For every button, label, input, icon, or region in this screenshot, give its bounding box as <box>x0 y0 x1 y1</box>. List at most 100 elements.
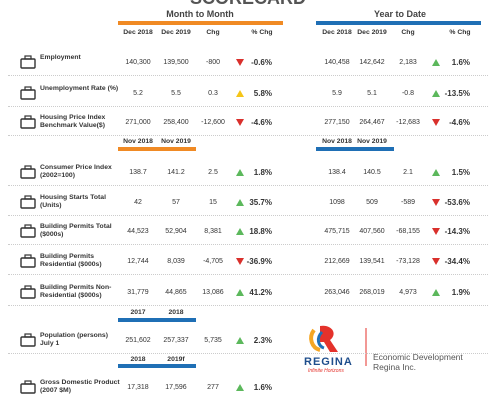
cell: 139,541 <box>359 258 385 265</box>
arrow-shape <box>236 59 244 66</box>
cell: 1.6% <box>253 383 272 392</box>
row-separator <box>8 274 488 275</box>
cell: 142,642 <box>359 59 385 66</box>
icon-shape <box>24 224 32 229</box>
cell: 18.8% <box>249 227 272 236</box>
cell: 5,735 <box>204 337 222 344</box>
row-label: Unemployment Rate (%) <box>40 85 119 92</box>
cell: 268,019 <box>359 289 385 296</box>
cell: 17,318 <box>127 384 149 391</box>
cell: 139,500 <box>163 59 189 66</box>
cell: 141.2 <box>167 169 185 176</box>
row-icon <box>20 55 36 69</box>
cell: 1.9% <box>451 288 470 297</box>
cell: 35.7% <box>249 198 272 207</box>
trend-arrow <box>236 289 244 296</box>
logo-text: REGINA <box>304 356 353 368</box>
logo-org: Economic Development Regina Inc. <box>373 352 463 372</box>
cell: -36.9% <box>246 257 272 266</box>
icon-shape <box>20 58 36 69</box>
cell: 2.5 <box>208 169 218 176</box>
row-label: Building Permits Non-Residential ($000s) <box>40 284 112 299</box>
cell: 42 <box>134 199 142 206</box>
header-bar <box>118 364 196 368</box>
trend-arrow <box>432 289 440 296</box>
trend-arrow <box>236 199 244 206</box>
cell: 138.7 <box>129 169 147 176</box>
header-bar <box>316 21 481 25</box>
arrow-shape <box>236 119 244 126</box>
logo <box>309 325 367 366</box>
cell: 5.1 <box>367 90 377 97</box>
icon-shape <box>24 380 32 385</box>
row-separator <box>8 185 488 186</box>
icon-shape <box>24 333 32 338</box>
arrow-shape <box>236 289 244 296</box>
logo-swoosh <box>309 328 321 352</box>
column-header: Dec 2019 <box>357 29 387 36</box>
logo-swoosh <box>316 330 325 350</box>
cell: 8,381 <box>204 228 222 235</box>
row-label: Building Permits Total ($000s) <box>40 223 112 238</box>
cell: 0.3 <box>208 90 218 97</box>
header-bar <box>118 21 283 25</box>
cell: -68,155 <box>396 228 420 235</box>
column-header: 2019f <box>167 356 185 363</box>
cell: -14.3% <box>444 227 470 236</box>
cell: 1.6% <box>451 58 470 67</box>
header-bar <box>118 318 196 322</box>
cell: 140,300 <box>125 59 151 66</box>
icon-shape <box>20 383 36 394</box>
icon-shape <box>24 285 32 290</box>
icon-shape <box>20 336 36 347</box>
cell: 138.4 <box>328 169 346 176</box>
icon-shape <box>24 254 32 259</box>
icon-shape <box>24 195 32 200</box>
cell: 44,523 <box>127 228 149 235</box>
icon-shape <box>24 86 32 91</box>
arrow-shape <box>432 169 440 176</box>
trend-arrow <box>236 169 244 176</box>
arrow-shape <box>236 228 244 235</box>
column-header: 2017 <box>130 309 146 316</box>
arrow-shape <box>432 199 440 206</box>
icon-shape <box>24 165 32 170</box>
cell: 4,973 <box>399 289 417 296</box>
row-icon <box>20 285 36 299</box>
row-icon <box>20 195 36 209</box>
arrow-shape <box>236 258 244 265</box>
row-separator <box>8 75 488 76</box>
cell: 212,669 <box>324 258 350 265</box>
row-separator <box>8 215 488 216</box>
cell: -4,705 <box>203 258 223 265</box>
trend-arrow <box>236 59 244 66</box>
cell: 475,715 <box>324 228 350 235</box>
cell: 2.3% <box>253 336 272 345</box>
row-separator <box>8 135 488 136</box>
group-title: Year to Date <box>373 9 427 19</box>
cell: 13,086 <box>202 289 224 296</box>
cell: 5.2 <box>133 90 143 97</box>
cell: 1.5% <box>451 168 470 177</box>
cell: 17,596 <box>165 384 187 391</box>
cell: -4.6% <box>449 118 470 127</box>
cell: 44,865 <box>165 289 187 296</box>
icon-shape <box>20 257 36 268</box>
cell: 31,779 <box>127 289 149 296</box>
row-separator <box>8 244 488 245</box>
cell: -589 <box>400 199 416 206</box>
column-header: 2018 <box>168 309 184 316</box>
cell: 5.8% <box>253 89 272 98</box>
icon-shape <box>20 118 36 129</box>
arrow-shape <box>432 59 440 66</box>
logo-tagline: Infinite Horizons <box>308 368 344 374</box>
row-label: Consumer Price Index (2002=100) <box>40 164 112 179</box>
trend-arrow <box>236 337 244 344</box>
cell: 509 <box>366 199 378 206</box>
icon-shape <box>24 55 32 60</box>
column-header: % Chg <box>251 29 273 36</box>
cell: -73,128 <box>396 258 420 265</box>
row-separator <box>8 305 488 306</box>
cell: 264,467 <box>359 119 385 126</box>
